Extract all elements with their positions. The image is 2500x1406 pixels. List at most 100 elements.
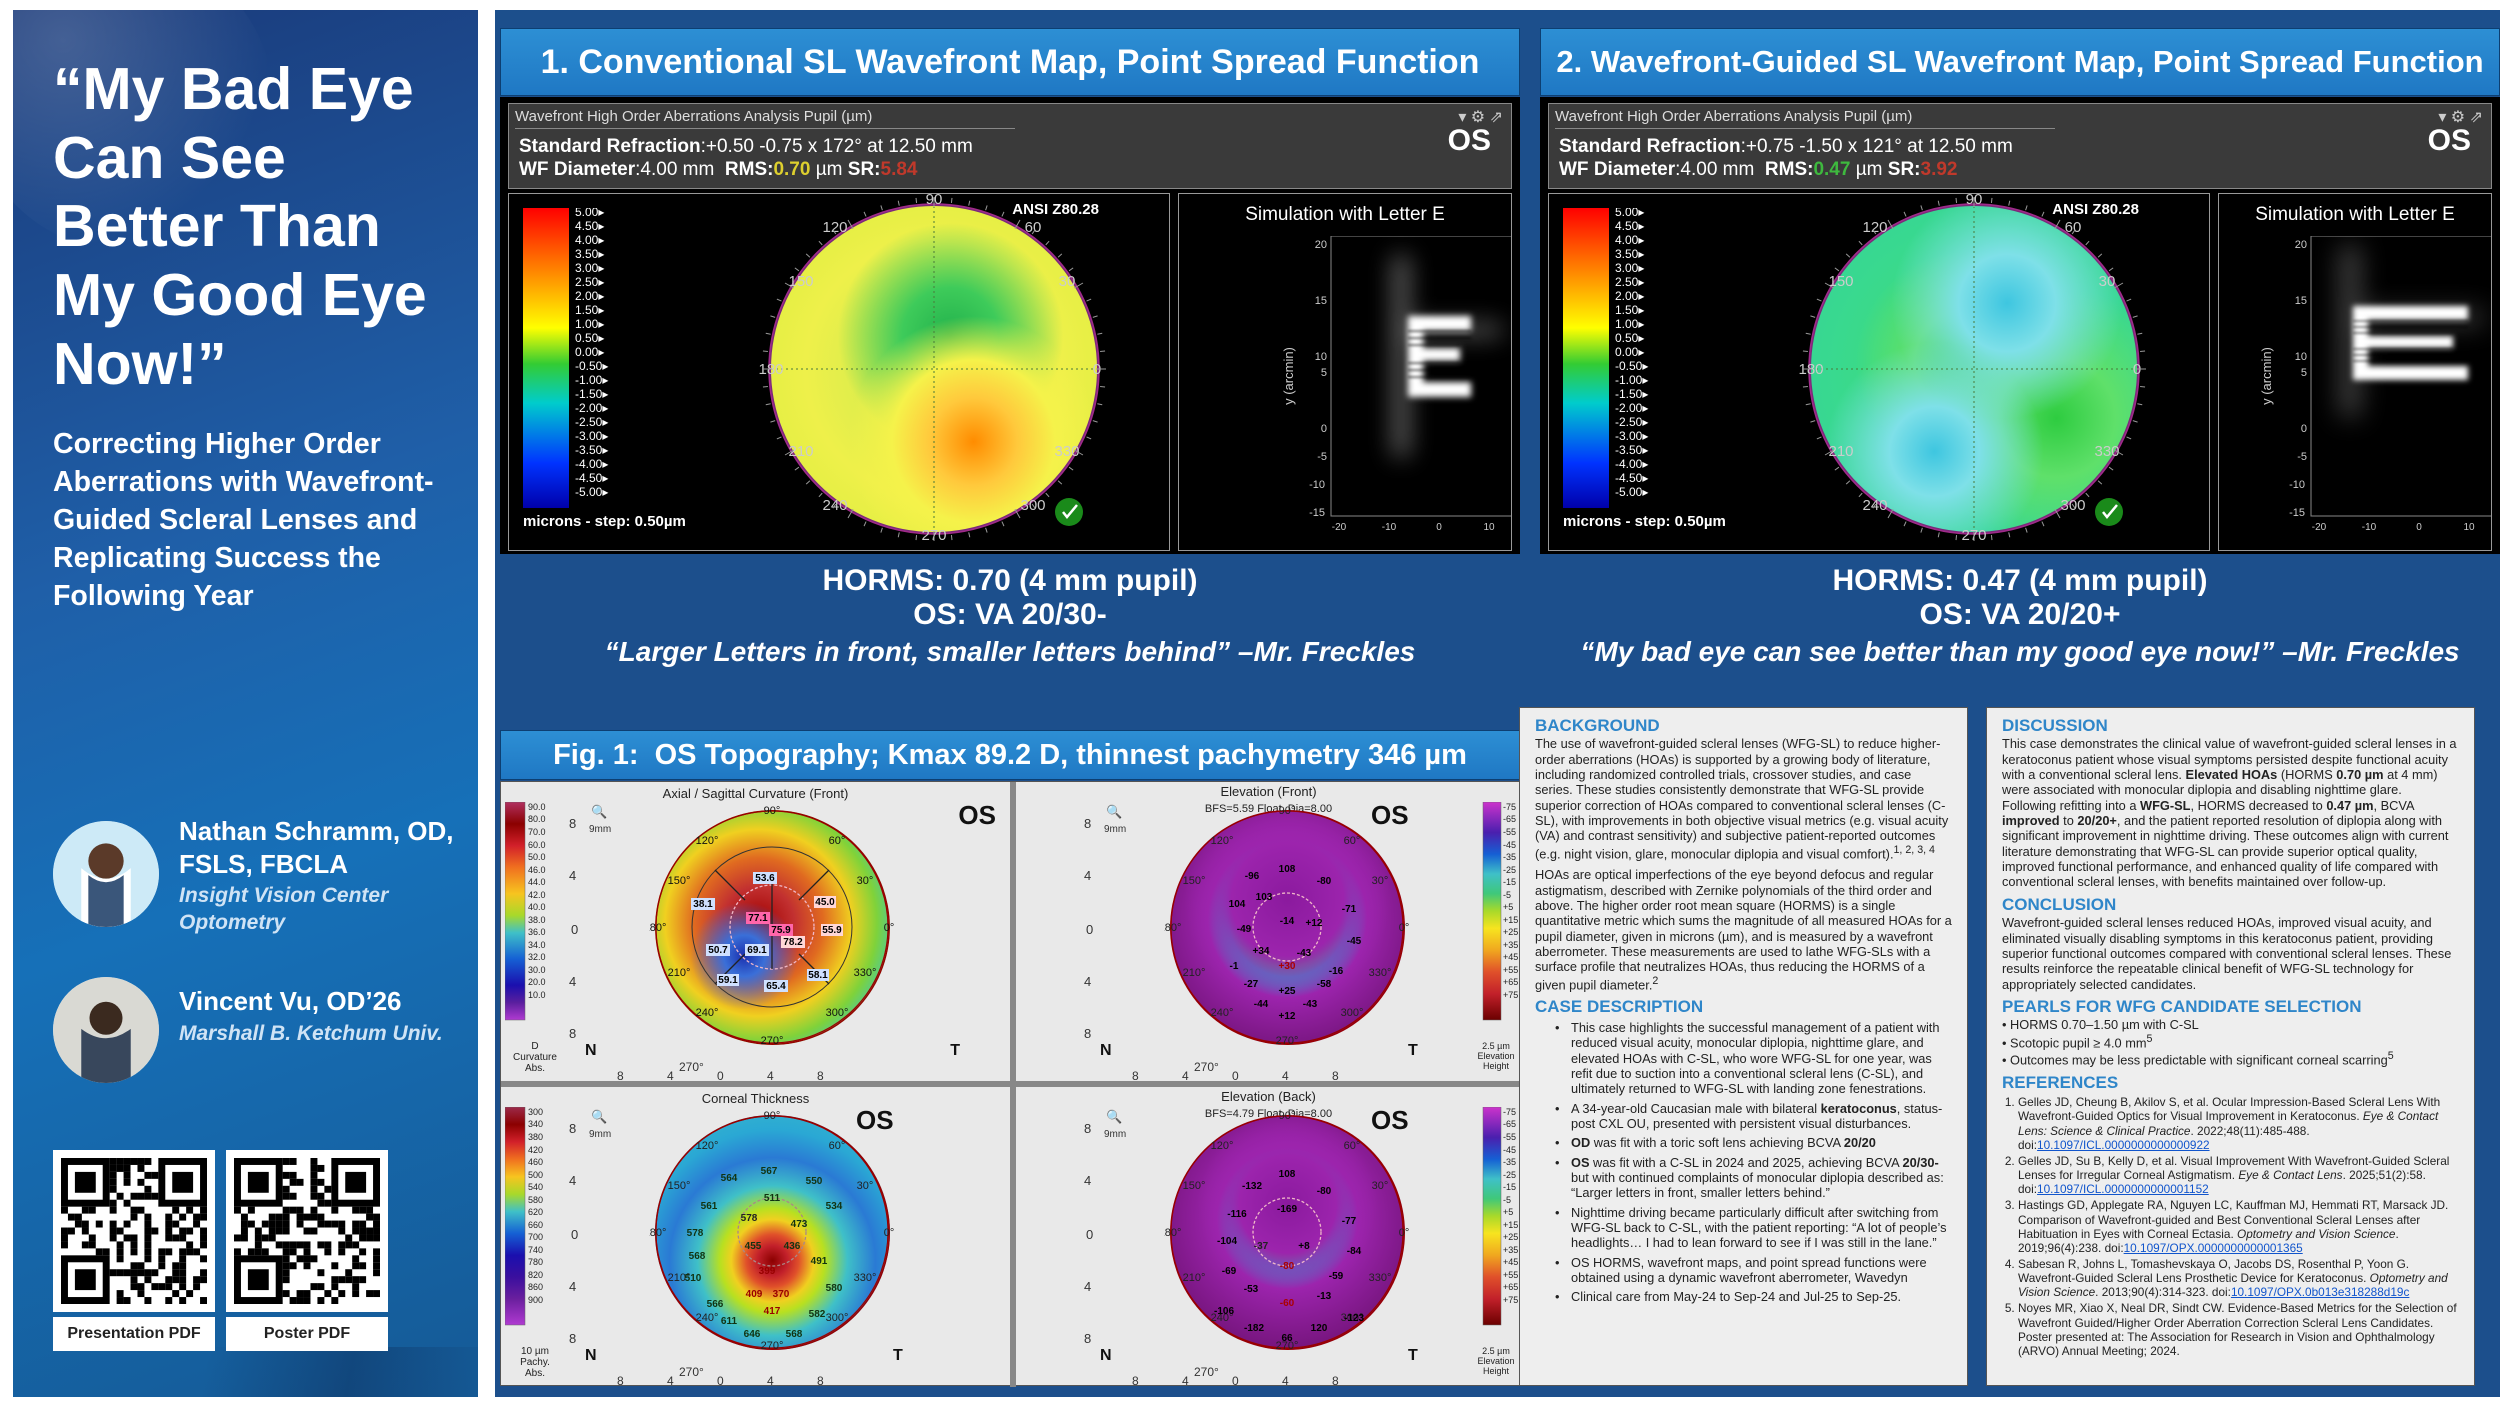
svg-text:380: 380 [528,1132,543,1142]
svg-text:740: 740 [528,1245,543,1255]
svg-text:45.0: 45.0 [815,897,835,908]
svg-text:-10: -10 [1382,522,1397,533]
svg-text:108: 108 [1279,1169,1296,1180]
svg-text:30°: 30° [1372,1180,1389,1192]
svg-text:0.00▸: 0.00▸ [575,345,604,359]
svg-text:+65: +65 [1503,1282,1518,1292]
svg-text:3.00▸: 3.00▸ [1615,261,1644,275]
svg-text:-80: -80 [1317,876,1332,887]
svg-text:150°: 150° [668,875,691,887]
svg-text:120: 120 [1311,1323,1328,1334]
svg-text:-106: -106 [1214,1306,1234,1317]
svg-text:561: 561 [701,1201,718,1212]
svg-text:-43: -43 [1297,948,1312,959]
svg-text:60°: 60° [829,1140,846,1152]
svg-text:+5: +5 [1503,1207,1513,1217]
svg-text:+35: +35 [1503,940,1518,950]
svg-text:566: 566 [707,1299,724,1310]
svg-text:210: 210 [788,443,813,460]
svg-text:30°: 30° [1372,875,1389,887]
svg-text:-1.00▸: -1.00▸ [1615,373,1648,387]
svg-text:+75: +75 [1503,1295,1518,1305]
svg-text:-75: -75 [1503,802,1516,812]
svg-text:-2.50▸: -2.50▸ [575,415,608,429]
svg-text:44.0: 44.0 [528,877,546,887]
svg-text:436: 436 [784,1241,801,1252]
svg-text:-1.50▸: -1.50▸ [575,387,608,401]
svg-text:300°: 300° [826,1007,849,1019]
svg-text:417: 417 [764,1306,781,1317]
svg-text:ANSI Z80.28: ANSI Z80.28 [2052,201,2139,218]
svg-text:20: 20 [2295,239,2307,251]
svg-text:-45: -45 [1503,840,1516,850]
svg-text:534: 534 [826,1201,843,1212]
svg-text:-15: -15 [1309,507,1325,519]
svg-text:30°: 30° [857,875,874,887]
svg-text:-10: -10 [2289,479,2305,491]
svg-text:4.50▸: 4.50▸ [1615,219,1644,233]
svg-text:5: 5 [1321,367,1327,379]
svg-text:-10: -10 [2362,522,2377,533]
svg-text:330°: 330° [854,1272,877,1284]
svg-text:-45: -45 [1503,1145,1516,1155]
svg-text:-132: -132 [1242,1181,1262,1192]
svg-text:120°: 120° [1211,835,1234,847]
svg-text:1.50▸: 1.50▸ [575,303,604,317]
svg-text:-5: -5 [1503,1195,1511,1205]
svg-text:0.50▸: 0.50▸ [1615,331,1644,345]
svg-text:34.0: 34.0 [528,940,546,950]
svg-text:104: 104 [1229,899,1246,910]
svg-text:270°: 270° [761,1340,784,1352]
svg-text:-44: -44 [1254,999,1269,1010]
svg-text:+45: +45 [1503,1257,1518,1267]
svg-text:300: 300 [528,1107,543,1117]
svg-text:-116: -116 [1227,1209,1247,1220]
svg-text:-104: -104 [1217,1236,1237,1247]
svg-text:567: 567 [761,1166,778,1177]
svg-text:-5.00▸: -5.00▸ [575,485,608,499]
svg-text:0: 0 [2301,423,2307,435]
svg-text:330: 330 [1054,443,1079,460]
svg-text:-69: -69 [1222,1266,1237,1277]
svg-text:10: 10 [1315,351,1327,363]
svg-text:32.0: 32.0 [528,952,546,962]
svg-text:-182: -182 [1244,1323,1264,1334]
svg-text:-4.50▸: -4.50▸ [1615,471,1648,485]
svg-text:10: 10 [2295,351,2307,363]
svg-text:568: 568 [786,1329,803,1340]
svg-text:90°: 90° [1279,805,1296,817]
svg-text:40.0: 40.0 [528,902,546,912]
svg-text:510: 510 [685,1273,702,1284]
svg-text:-55: -55 [1503,1132,1516,1142]
svg-text:180°: 180° [1164,922,1181,934]
svg-text:80.0: 80.0 [528,814,546,824]
svg-text:620: 620 [528,1207,543,1217]
svg-text:-0.50▸: -0.50▸ [1615,359,1648,373]
svg-text:-25: -25 [1503,1170,1516,1180]
svg-text:+45: +45 [1503,952,1518,962]
svg-text:20: 20 [1315,239,1327,251]
svg-text:2.00▸: 2.00▸ [1615,289,1644,303]
svg-text:4.50▸: 4.50▸ [575,219,604,233]
svg-text:+25: +25 [1279,986,1296,997]
svg-text:399: 399 [759,1266,776,1277]
svg-text:-65: -65 [1503,1119,1516,1129]
svg-text:-80: -80 [1280,1261,1295,1272]
svg-text:90.0: 90.0 [528,802,546,812]
svg-text:580: 580 [528,1195,543,1205]
svg-text:0°: 0° [884,1227,895,1239]
svg-text:30: 30 [2099,273,2116,290]
svg-text:50.0: 50.0 [528,852,546,862]
svg-text:46.0: 46.0 [528,865,546,875]
svg-text:-45: -45 [1347,936,1362,947]
svg-text:+5: +5 [1503,902,1513,912]
svg-text:77.1: 77.1 [748,913,768,924]
svg-text:38.1: 38.1 [693,899,713,910]
svg-text:1.00▸: 1.00▸ [1615,317,1644,331]
svg-text:-71: -71 [1342,904,1357,915]
svg-text:-49: -49 [1237,924,1252,935]
svg-text:120°: 120° [696,1140,719,1152]
svg-text:+30: +30 [1279,961,1296,972]
svg-text:59.1: 59.1 [718,975,738,986]
svg-text:-15: -15 [1503,877,1516,887]
